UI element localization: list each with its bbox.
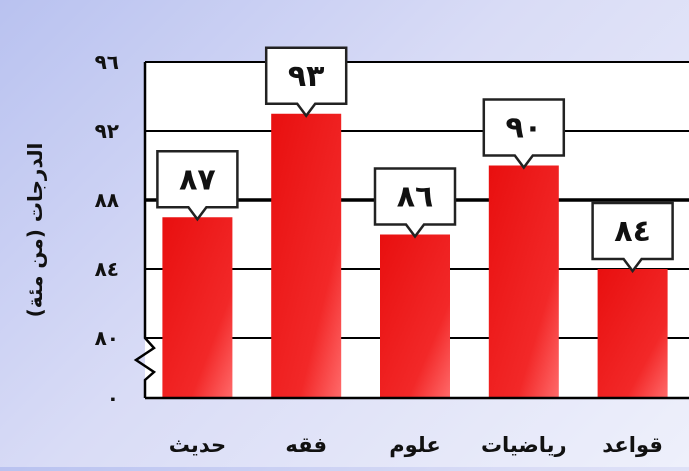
y-tick-label-1: ٨٠ <box>95 326 119 350</box>
y-axis-title: الدرجات (من مئة) <box>23 143 47 318</box>
y-tick-label-3: ٨٨ <box>95 188 119 212</box>
data-label-2: ٨٦ <box>397 180 434 215</box>
category-label-0: حديث <box>169 433 226 457</box>
data-label-1: ٩٣ <box>288 59 325 94</box>
category-label-2: علوم <box>389 433 440 457</box>
data-label-3: ٩٠ <box>505 111 542 146</box>
data-label-4: ٨٤ <box>614 214 651 249</box>
bar-3 <box>488 165 559 398</box>
y-tick-label-5: ٩٦ <box>95 50 119 74</box>
category-label-1: فقه <box>285 433 327 457</box>
data-label-box-0 <box>156 150 239 222</box>
bar-2 <box>380 234 450 398</box>
data-label-box-2 <box>373 167 457 239</box>
bar-1 <box>271 113 342 398</box>
y-tick-label-4: ٩٢ <box>95 119 119 143</box>
y-tick-label-0: ٠ <box>107 386 119 410</box>
bar-4 <box>597 269 668 398</box>
y-axis-line <box>133 62 157 398</box>
y-tick-label-2: ٨٤ <box>95 257 119 281</box>
data-label-0: ٨٧ <box>179 162 216 197</box>
category-label-4: قواعد <box>602 433 663 457</box>
data-label-box-1 <box>264 46 348 118</box>
data-label-box-4 <box>591 201 674 274</box>
category-label-3: رياضيات <box>481 433 567 457</box>
bar-0 <box>162 217 233 398</box>
data-label-box-3 <box>482 98 566 170</box>
